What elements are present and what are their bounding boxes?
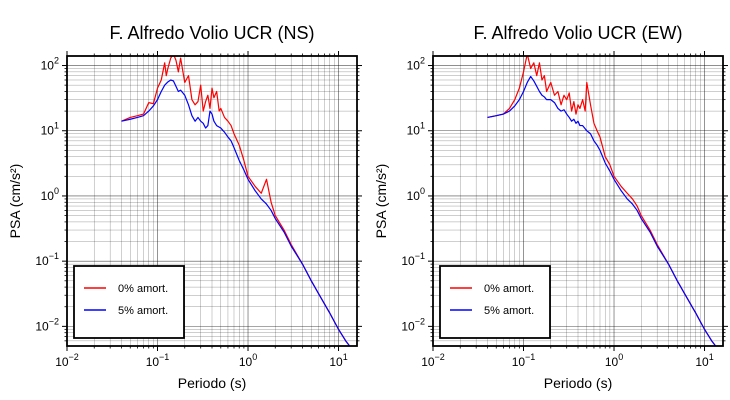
- x-tick-label: 10−2: [55, 352, 79, 369]
- x-tick-label: 100: [239, 352, 257, 369]
- x-axis-label: Periodo (s): [178, 375, 246, 391]
- x-axis-label: Periodo (s): [544, 375, 612, 391]
- series-line-damped: [121, 79, 351, 346]
- y-tick-label: 10−1: [35, 251, 59, 268]
- legend-label: 5% amort.: [118, 305, 168, 317]
- legend-label: 0% amort.: [118, 283, 168, 295]
- y-tick-label: 10−1: [401, 251, 425, 268]
- y-tick-label: 102: [41, 56, 59, 73]
- y-tick-label: 100: [41, 186, 59, 203]
- legend-box: [73, 265, 185, 339]
- x-tick-label: 101: [329, 352, 347, 369]
- chart-title: F. Alfredo Volio UCR (NS): [109, 23, 314, 43]
- x-tick-label: 100: [605, 352, 623, 369]
- series-line-damped: [487, 75, 717, 346]
- grid: [432, 56, 723, 347]
- series-group: [487, 56, 717, 346]
- y-axis-label: PSA (cm/s²): [373, 164, 389, 239]
- y-axis-label: PSA (cm/s²): [7, 164, 23, 239]
- y-tick-label: 102: [407, 56, 425, 73]
- series-group: [121, 56, 351, 346]
- x-tick-label: 101: [695, 352, 713, 369]
- legend: 0% amort. 5% amort.: [73, 265, 185, 339]
- chart-ew: 10−2 10−1 100 101 10−2 10−1 100 101 102 F. Alfred…: [373, 23, 728, 391]
- series-line-undamped: [487, 56, 717, 346]
- y-tick-label: 10−2: [401, 316, 425, 333]
- chart-ns: 10−2 10−1 100 101 10−2 10−1 100 101 102 F. Alfred…: [7, 23, 362, 391]
- x-tick-label: 10−1: [512, 352, 536, 369]
- x-tick-label: 10−2: [421, 352, 445, 369]
- series-line-undamped: [121, 56, 351, 346]
- legend-box: [439, 265, 551, 339]
- x-tick-label: 10−1: [146, 352, 170, 369]
- y-tick-label: 100: [407, 186, 425, 203]
- y-tick-label: 101: [407, 121, 425, 138]
- legend-label: 5% amort.: [484, 305, 534, 317]
- legend: 0% amort. 5% amort.: [439, 265, 551, 339]
- y-tick-label: 101: [41, 121, 59, 138]
- y-tick-label: 10−2: [35, 316, 59, 333]
- chart-title: F. Alfredo Volio UCR (EW): [473, 23, 682, 43]
- legend-label: 0% amort.: [484, 283, 534, 295]
